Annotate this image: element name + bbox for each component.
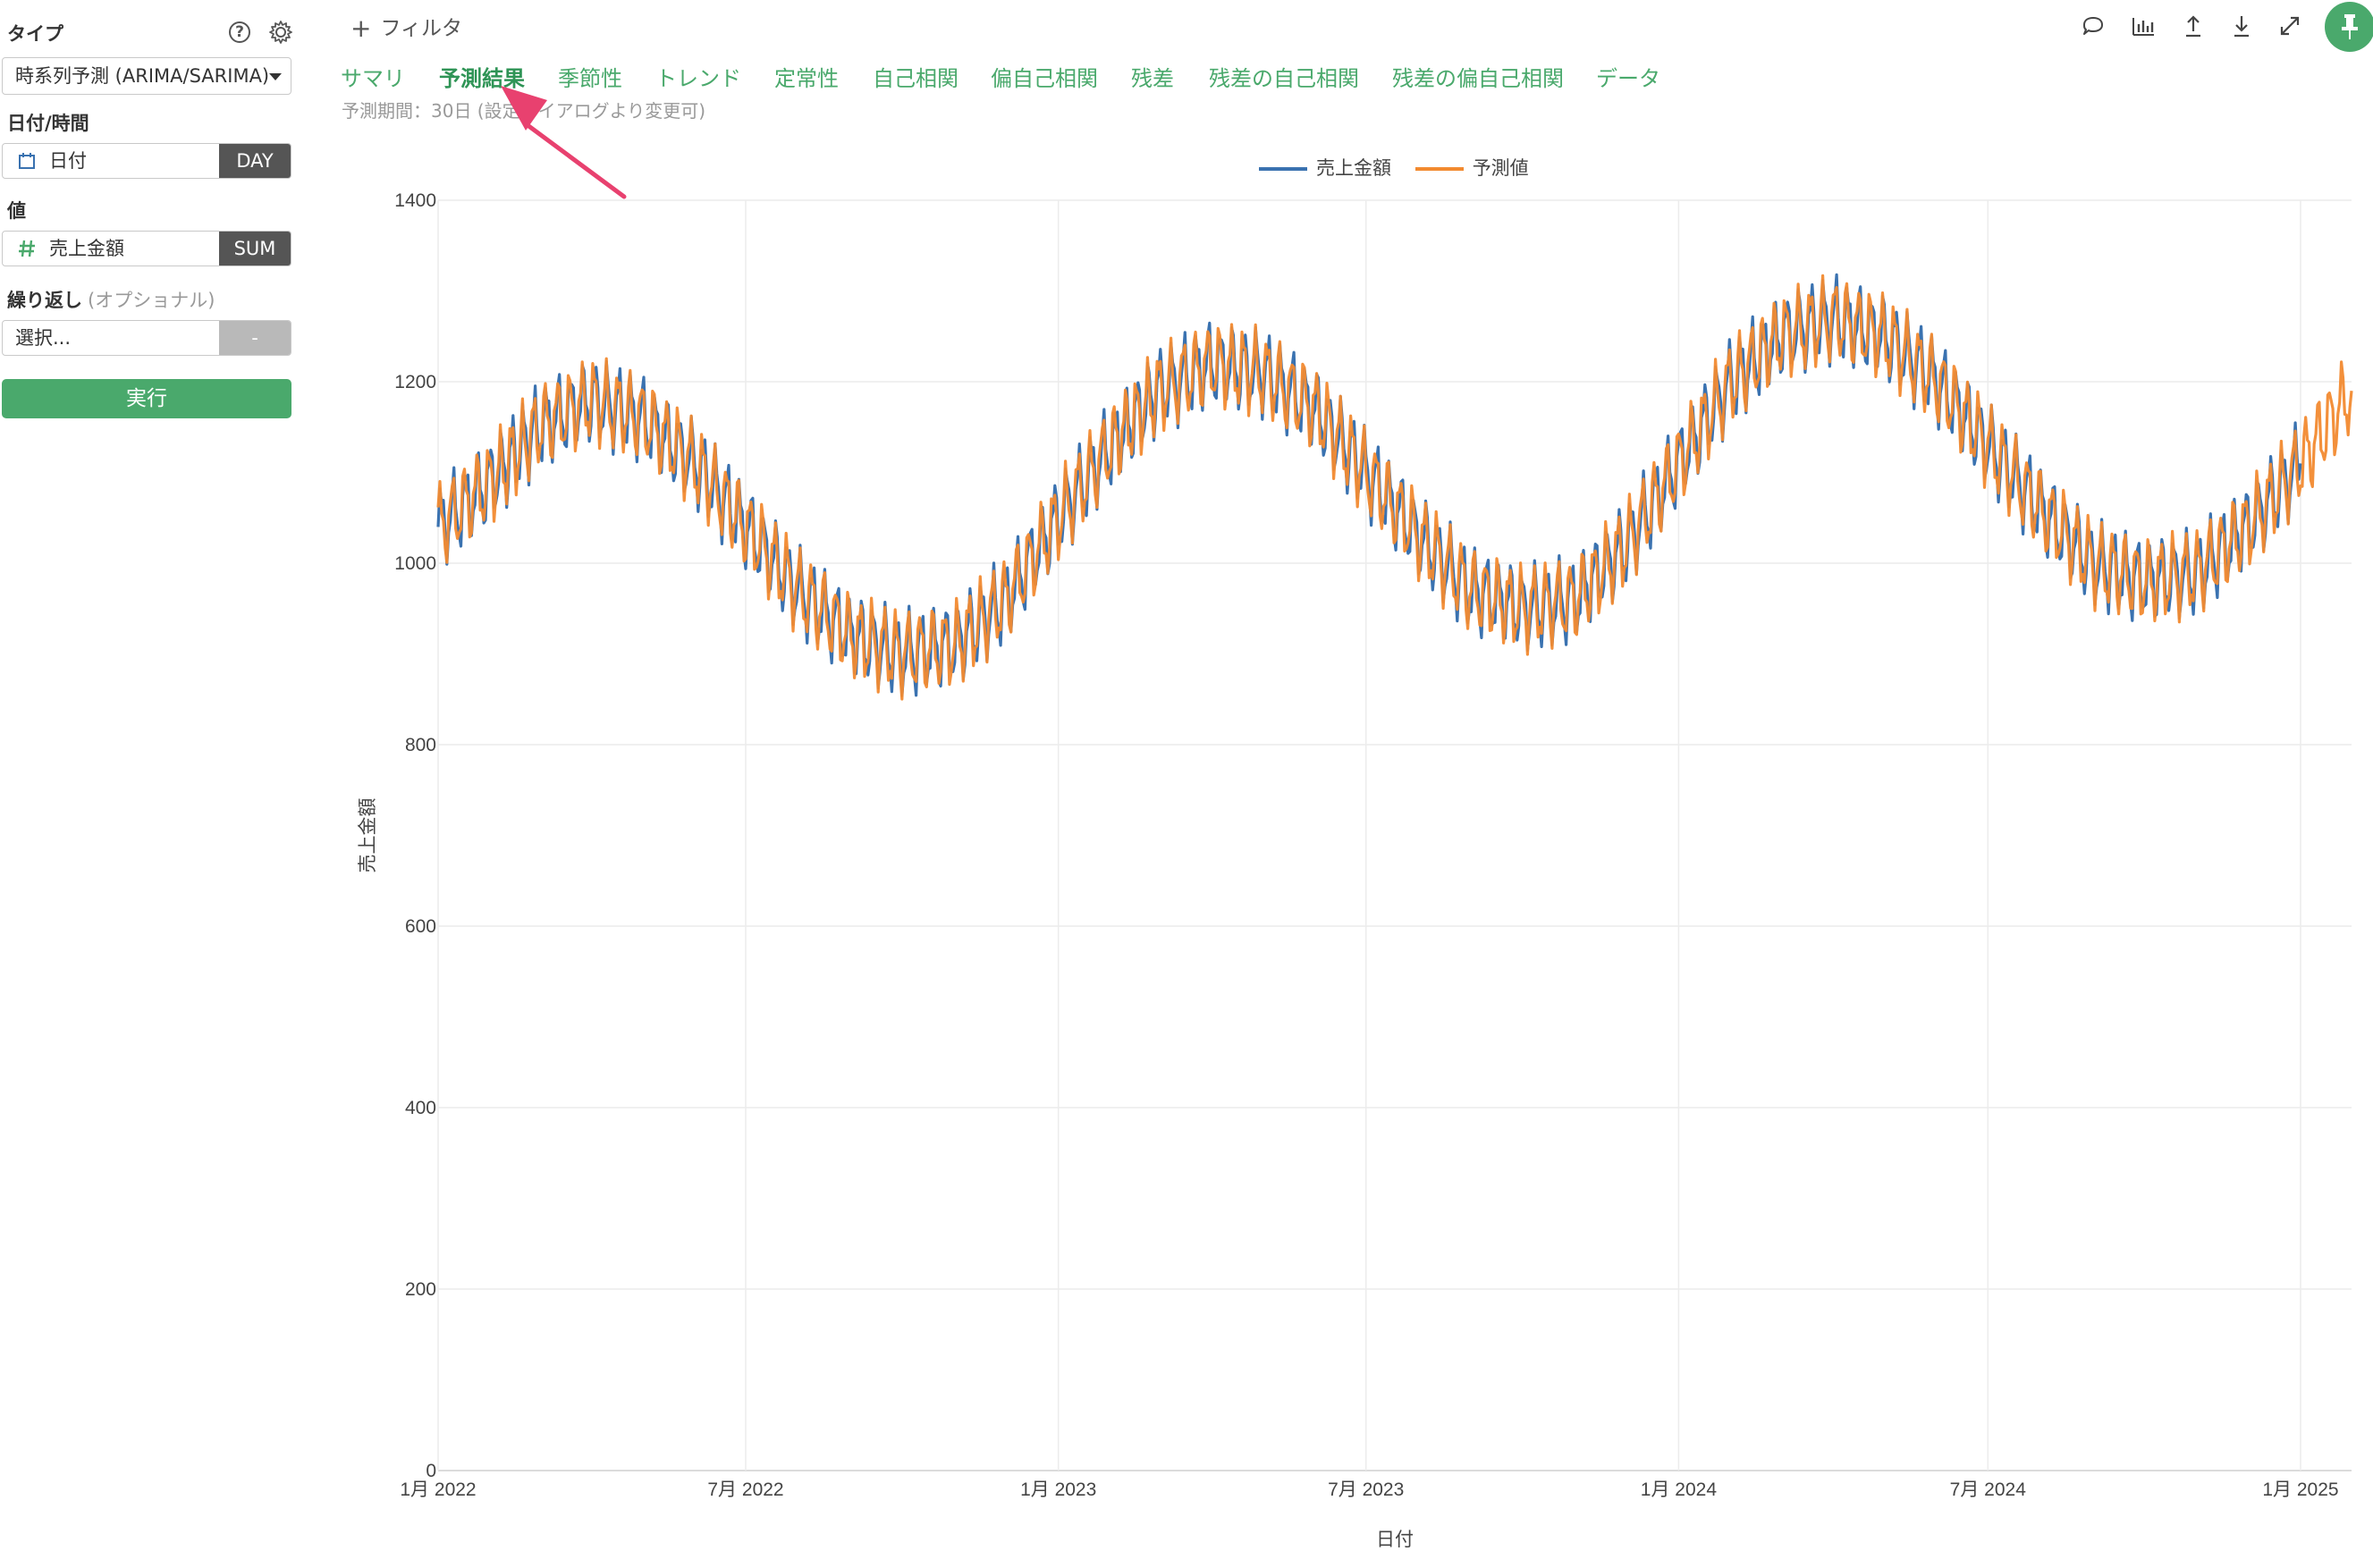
legend-swatch-actual [1259,167,1307,171]
y-tick-label: 200 [405,1279,436,1300]
repeat-label-text: 繰り返し [7,290,82,311]
tab-data[interactable]: データ [1596,66,1660,91]
value-field[interactable]: 売上金額 SUM [2,231,291,266]
tab-seasonality[interactable]: 季節性 [558,66,622,91]
tab-trend[interactable]: トレンド [655,66,741,91]
pin-button[interactable] [2325,2,2373,52]
legend-item-actual[interactable]: 売上金額 [1259,154,1391,181]
datetime-field-name: 日付 [49,150,87,172]
legend-item-forecast[interactable]: 予測値 [1415,154,1529,181]
repeat-tag-button[interactable]: - [219,321,291,355]
y-axis-title: 売上金額 [358,798,378,873]
expand-icon[interactable] [2276,13,2303,39]
y-tick-label: 400 [405,1098,436,1118]
x-tick-label: 1月 2024 [1641,1479,1718,1500]
comment-icon[interactable] [2080,13,2107,39]
series-line-forecast [436,274,2353,701]
y-tick-label: 0 [426,1461,436,1481]
filter-button[interactable]: + フィルタ [350,11,462,43]
repeat-label: 繰り返し (オプショナル) [7,286,215,313]
plus-icon: + [350,13,372,43]
tab-residual-partial-autocorrelation[interactable]: 残差の偏自己相関 [1392,66,1564,91]
y-tick-label: 800 [405,735,436,755]
y-tick-label: 1200 [394,372,436,392]
y-tick-label: 1400 [394,190,436,211]
tab-summary[interactable]: サマリ [341,66,405,91]
y-tick-label: 600 [405,916,436,937]
x-tick-label: 1月 2023 [1020,1479,1096,1500]
type-select[interactable]: 時系列予測 (ARIMA/SARIMA) [2,57,291,95]
download-icon[interactable] [2228,13,2255,39]
repeat-field[interactable]: 選択... - [2,320,291,356]
x-tick-label: 7月 2022 [707,1479,783,1500]
repeat-optional-text: (オプショナル) [88,290,215,311]
run-button[interactable]: 実行 [2,379,291,418]
y-tick-label: 1000 [394,553,436,574]
x-tick-label: 7月 2023 [1328,1479,1404,1500]
legend-label-actual: 売上金額 [1316,157,1391,179]
repeat-placeholder: 選択... [15,327,72,349]
value-agg-button[interactable]: SUM [219,232,291,266]
help-icon[interactable]: ? [229,21,250,43]
x-axis-title: 日付 [1376,1530,1414,1550]
caret-down-icon [269,73,282,80]
datetime-unit-button[interactable]: DAY [219,144,291,178]
value-field-name: 売上金額 [49,238,124,259]
tab-stationarity[interactable]: 定常性 [774,66,839,91]
datetime-field[interactable]: 日付 DAY [2,143,291,179]
hash-icon [19,240,35,257]
type-select-value: 時系列予測 (ARIMA/SARIMA) [15,65,270,87]
settings-sidebar: タイプ ? 時系列予測 (ARIMA/SARIMA) 日付/時間 日付 DAY … [0,0,304,1568]
gear-icon[interactable] [268,20,293,45]
value-label: 値 [7,200,26,222]
x-tick-label: 1月 2022 [400,1479,476,1500]
legend-swatch-forecast [1415,167,1464,171]
calendar-icon [19,153,35,169]
pin-icon [2342,14,2358,39]
chart-legend: 売上金額 予測値 [1259,154,1547,181]
upload-icon[interactable] [2180,13,2207,39]
type-label: タイプ [7,23,63,45]
x-tick-label: 1月 2025 [2262,1479,2338,1500]
chart-icon[interactable] [2130,13,2157,39]
tab-autocorrelation[interactable]: 自己相関 [873,66,958,91]
tab-partial-autocorrelation[interactable]: 偏自己相関 [991,66,1098,91]
tab-residuals[interactable]: 残差 [1131,66,1174,91]
x-tick-label: 7月 2024 [1950,1479,2027,1500]
filter-label: フィルタ [380,17,463,40]
datetime-label: 日付/時間 [7,113,89,134]
legend-label-forecast: 予測値 [1472,157,1529,179]
tab-residual-autocorrelation[interactable]: 残差の自己相関 [1209,66,1359,91]
